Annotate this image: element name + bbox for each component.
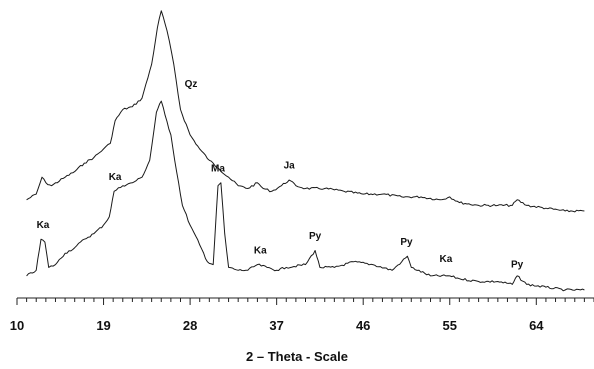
- peak-label-ka: Ka: [109, 172, 122, 183]
- upper-diffraction-trace: [26, 10, 585, 213]
- peak-label-qz: Qz: [185, 79, 198, 90]
- x-tick-label: 55: [443, 318, 457, 333]
- x-axis-tick-labels: 10 19 28 37 46 55 64: [10, 318, 545, 333]
- lower-diffraction-trace: [26, 100, 585, 292]
- x-axis-title: 2 – Theta - Scale: [246, 349, 348, 364]
- xrd-traces: [26, 10, 585, 292]
- peak-label-py: Py: [400, 237, 413, 248]
- peak-label-ja: Ja: [284, 161, 296, 172]
- peak-label-ka: Ka: [440, 254, 453, 265]
- peak-label-ma: Ma: [211, 164, 225, 175]
- x-tick-label: 64: [529, 318, 544, 333]
- x-tick-label: 46: [356, 318, 370, 333]
- x-tick-label: 10: [10, 318, 24, 333]
- peak-annotations: Qz Ja Ka Ma Ka Ka Py Py Ka Py: [37, 79, 524, 270]
- x-tick-label: 37: [269, 318, 283, 333]
- peak-label-ka: Ka: [37, 220, 50, 231]
- x-tick-label: 28: [183, 318, 197, 333]
- peak-label-py: Py: [511, 259, 524, 270]
- peak-label-py: Py: [309, 231, 322, 242]
- peak-label-ka: Ka: [254, 245, 267, 256]
- x-tick-label: 19: [96, 318, 110, 333]
- x-axis-ticks: [16, 298, 594, 305]
